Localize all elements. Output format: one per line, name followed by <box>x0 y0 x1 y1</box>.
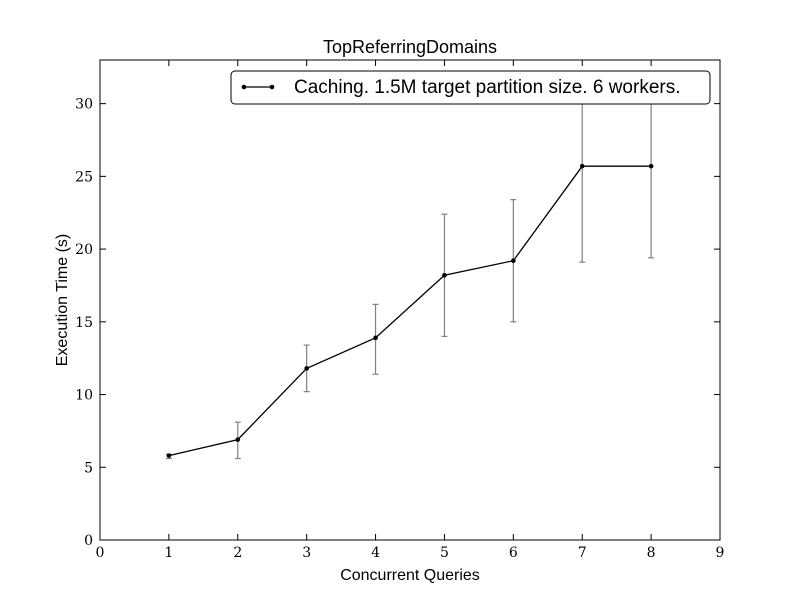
data-point <box>442 272 447 278</box>
y-tick-label: 30 <box>75 97 93 113</box>
x-tick-label: 0 <box>96 545 105 561</box>
y-axis-title: Execution Time (s) <box>54 234 71 366</box>
x-tick-label: 3 <box>302 545 311 561</box>
data-point <box>166 453 172 458</box>
x-axis: 0 1 2 3 4 5 6 7 8 9 <box>96 60 725 561</box>
y-tick-label: 0 <box>84 533 93 549</box>
y-axis: 0 5 10 15 20 25 30 <box>75 97 720 549</box>
x-tick-label: 1 <box>164 545 173 561</box>
chart-title: TopReferringDomains <box>323 37 497 57</box>
y-tick-label: 15 <box>75 315 93 331</box>
y-tick-label: 10 <box>75 388 93 404</box>
y-tick-label: 25 <box>75 169 93 185</box>
series-group <box>166 163 654 458</box>
data-point <box>648 163 654 169</box>
legend-label: Caching. 1.5M target partition size. 6 w… <box>294 77 681 98</box>
x-tick-label: 4 <box>371 545 380 561</box>
x-tick-label: 5 <box>440 545 449 561</box>
y-tick-label: 20 <box>75 242 93 258</box>
plot-frame <box>99 59 721 541</box>
legend-marker-start-icon <box>241 84 247 90</box>
x-tick-label: 8 <box>647 545 656 561</box>
x-tick-label: 9 <box>716 545 725 561</box>
error-bars <box>165 73 655 460</box>
series-line <box>168 165 652 457</box>
legend-box <box>230 70 711 105</box>
y-tick-label: 5 <box>84 460 93 476</box>
x-axis-title: Concurrent Queries <box>340 567 480 584</box>
x-tick-label: 7 <box>578 545 587 561</box>
legend: Caching. 1.5M target partition size. 6 w… <box>230 70 711 105</box>
plot-area: 0 1 2 3 4 5 6 7 8 9 0 5 10 15 20 25 30 <box>75 59 725 561</box>
x-tick-label: 6 <box>509 545 518 561</box>
data-point <box>235 437 241 442</box>
data-point <box>373 335 378 341</box>
data-point <box>304 366 309 371</box>
legend-marker-end-icon <box>269 84 275 90</box>
data-point <box>579 163 585 169</box>
x-tick-label: 2 <box>233 545 242 561</box>
data-point <box>511 258 516 264</box>
